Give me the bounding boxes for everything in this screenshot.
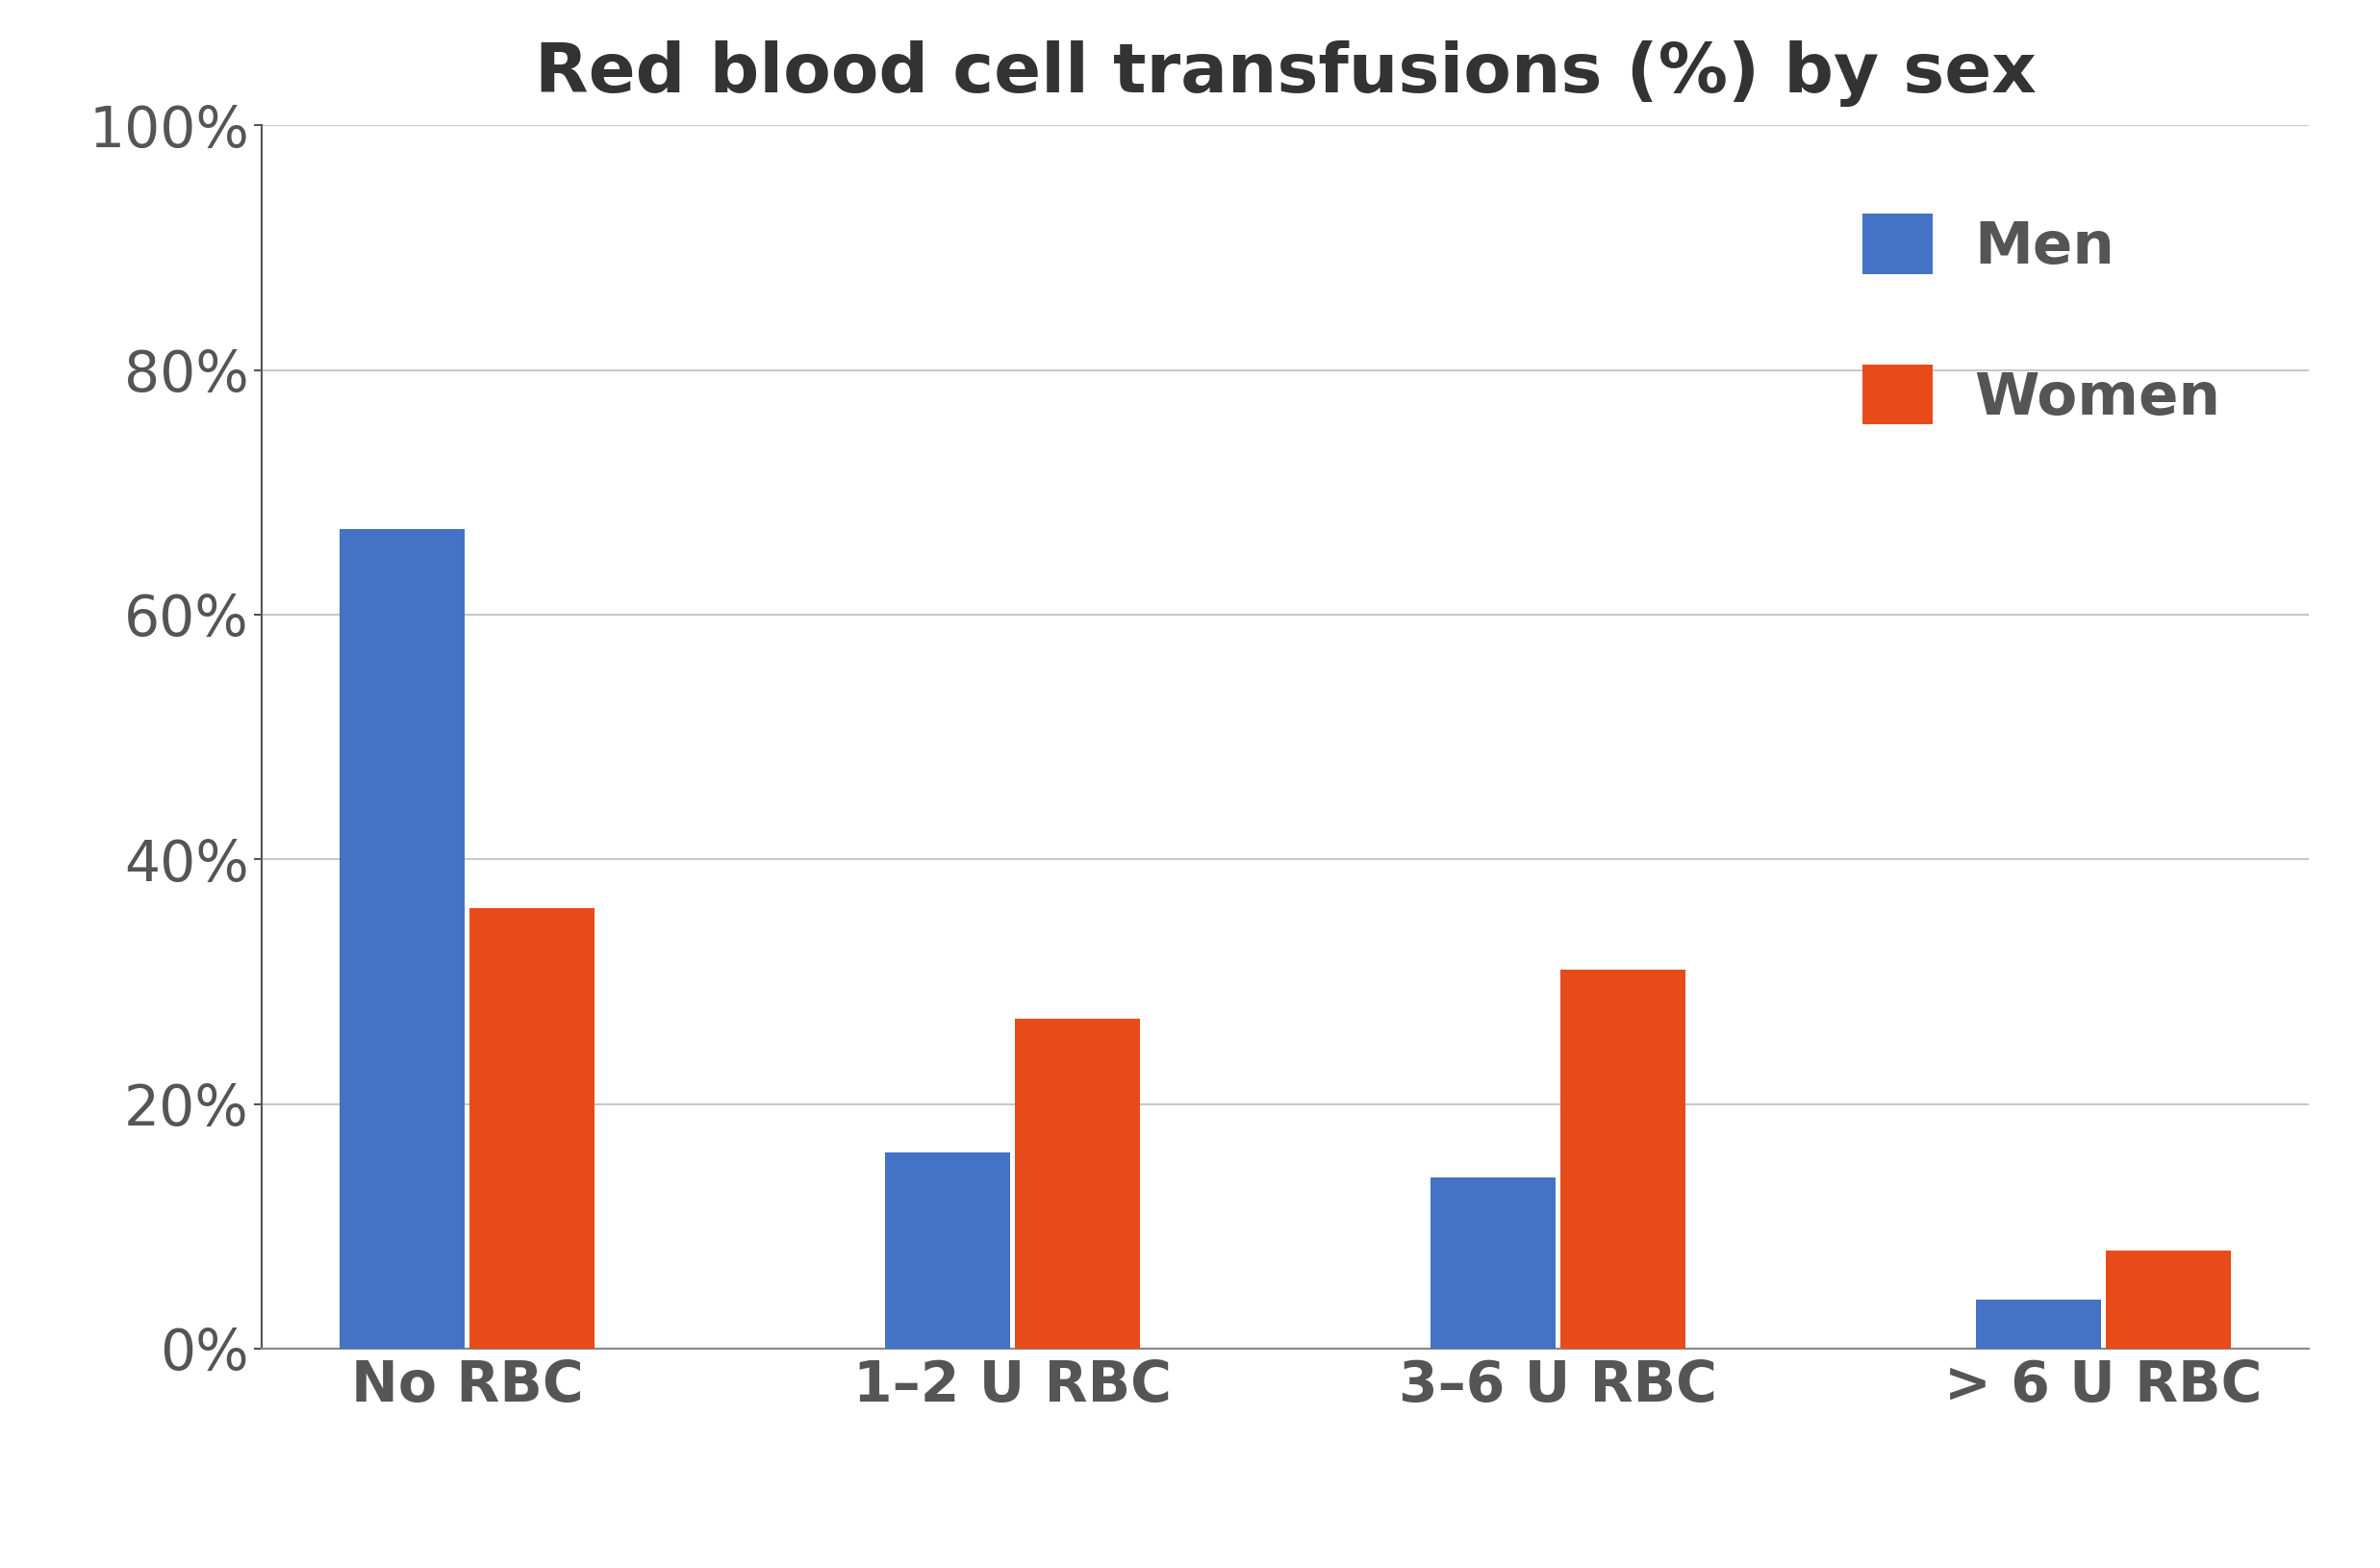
Bar xyxy=(1014,1018,1140,1348)
Title: Red blood cell transfusions (%) by sex: Red blood cell transfusions (%) by sex xyxy=(536,41,2035,107)
Bar xyxy=(469,908,595,1348)
Bar xyxy=(1561,969,1685,1348)
Legend: Men, Women: Men, Women xyxy=(1804,155,2280,486)
Bar xyxy=(2106,1251,2230,1348)
Bar xyxy=(340,528,464,1348)
Bar xyxy=(1975,1300,2102,1348)
Bar xyxy=(885,1152,1009,1348)
Bar xyxy=(1430,1178,1557,1348)
